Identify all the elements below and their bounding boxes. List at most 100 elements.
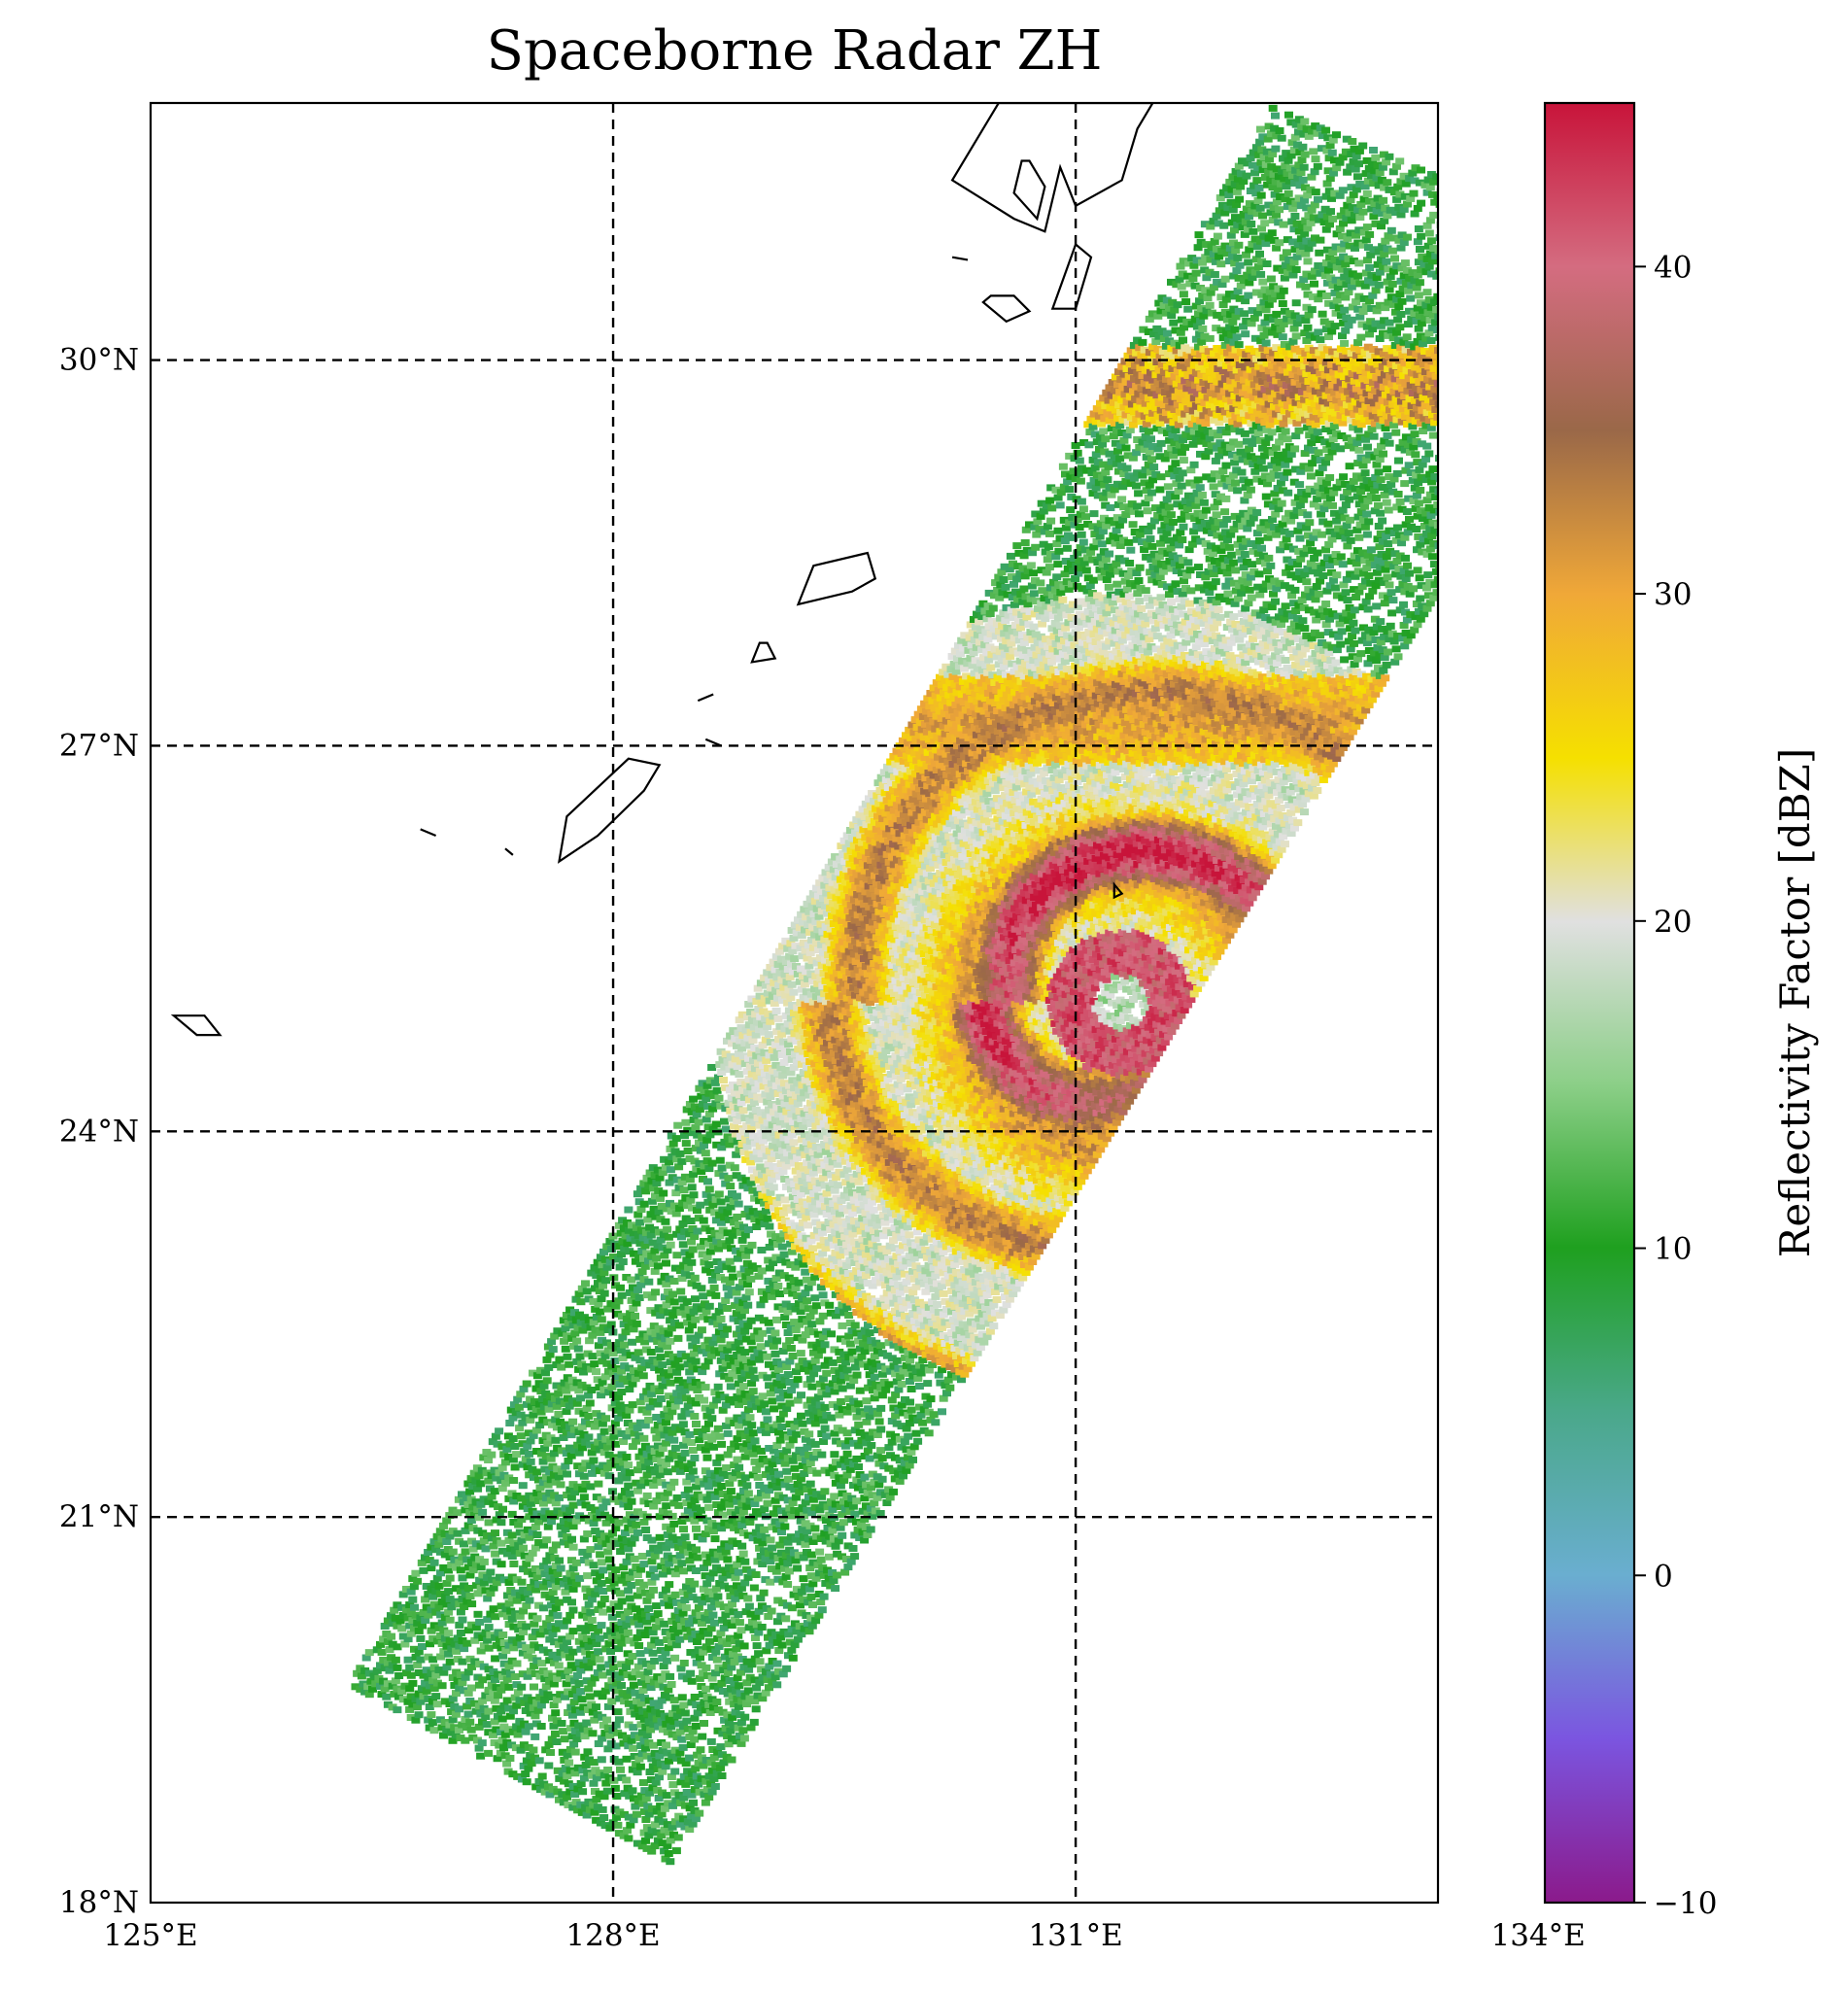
radar-pixel bbox=[478, 1529, 488, 1537]
radar-pixel bbox=[517, 1516, 527, 1524]
radar-pixel bbox=[562, 1428, 571, 1436]
radar-pixel bbox=[846, 1244, 856, 1251]
radar-pixel bbox=[839, 1288, 848, 1295]
radar-pixel bbox=[843, 1186, 852, 1194]
radar-pixel bbox=[542, 1377, 552, 1385]
radar-pixel bbox=[905, 1252, 914, 1259]
radar-pixel bbox=[640, 1787, 650, 1795]
radar-pixel bbox=[520, 1594, 530, 1601]
radar-pixel bbox=[778, 1306, 788, 1313]
radar-pixel bbox=[697, 1775, 706, 1783]
radar-pixel bbox=[424, 1611, 433, 1619]
radar-pixel bbox=[690, 1496, 700, 1504]
radar-pixel bbox=[629, 1816, 638, 1824]
radar-pixel bbox=[852, 1329, 862, 1337]
radar-pixel bbox=[523, 1463, 532, 1471]
radar-pixel bbox=[537, 1660, 547, 1667]
radar-pixel bbox=[623, 1629, 633, 1636]
radar-pixel bbox=[1000, 1272, 1010, 1280]
radar-pixel bbox=[832, 1216, 841, 1222]
radar-pixel bbox=[776, 1549, 786, 1557]
radar-pixel bbox=[599, 1449, 609, 1457]
radar-pixel bbox=[741, 1293, 751, 1301]
radar-pixel bbox=[602, 1631, 612, 1639]
radar-pixel bbox=[802, 1255, 811, 1263]
radar-pixel bbox=[745, 1695, 755, 1702]
radar-pixel bbox=[734, 1338, 743, 1346]
radar-pixel bbox=[615, 1263, 625, 1271]
radar-pixel bbox=[731, 1616, 740, 1624]
radar-pixel bbox=[675, 1635, 685, 1643]
radar-pixel bbox=[594, 1280, 602, 1288]
radar-pixel bbox=[731, 1595, 740, 1602]
radar-pixel bbox=[605, 1732, 615, 1739]
radar-pixel bbox=[598, 1805, 607, 1813]
radar-pixel bbox=[725, 1237, 735, 1245]
radar-pixel bbox=[591, 1590, 600, 1597]
radar-pixel bbox=[487, 1681, 496, 1689]
radar-pixel bbox=[647, 1558, 657, 1565]
radar-pixel bbox=[816, 1200, 825, 1208]
radar-pixel bbox=[903, 1244, 912, 1252]
radar-pixel bbox=[494, 1503, 503, 1511]
radar-pixel bbox=[615, 1631, 625, 1639]
radar-pixel bbox=[397, 1625, 407, 1632]
radar-pixel bbox=[642, 1250, 652, 1257]
radar-pixel bbox=[484, 1729, 494, 1736]
radar-pixel bbox=[527, 1760, 536, 1768]
radar-pixel bbox=[765, 1424, 774, 1431]
radar-pixel bbox=[625, 1573, 634, 1581]
radar-pixel bbox=[791, 1167, 801, 1175]
radar-pixel bbox=[594, 1438, 603, 1446]
radar-pixel bbox=[834, 1223, 843, 1230]
radar-pixel bbox=[770, 1329, 780, 1337]
radar-pixel bbox=[650, 1448, 660, 1455]
radar-pixel bbox=[724, 1668, 733, 1676]
radar-pixel bbox=[705, 1407, 715, 1415]
radar-pixel bbox=[913, 1270, 923, 1278]
radar-pixel bbox=[541, 1746, 551, 1754]
radar-pixel bbox=[821, 1537, 831, 1545]
radar-pixel bbox=[645, 1676, 655, 1683]
radar-pixel bbox=[835, 1474, 844, 1482]
radar-pixel bbox=[908, 1414, 918, 1422]
radar-pixel bbox=[818, 1291, 828, 1299]
radar-pixel bbox=[689, 1799, 698, 1806]
radar-pixel bbox=[982, 1270, 992, 1278]
radar-pixel bbox=[751, 1634, 760, 1641]
radar-pixel bbox=[737, 1656, 747, 1663]
radar-pixel bbox=[698, 1691, 707, 1699]
radar-pixel bbox=[772, 1123, 782, 1131]
radar-pixel bbox=[931, 1314, 941, 1322]
radar-pixel bbox=[1002, 1259, 1011, 1266]
radar-pixel bbox=[658, 1465, 667, 1473]
radar-pixel bbox=[424, 1695, 433, 1702]
radar-pixel bbox=[785, 1219, 795, 1227]
radar-pixel bbox=[958, 1321, 968, 1328]
radar-pixel bbox=[353, 1669, 362, 1677]
radar-pixel bbox=[914, 1278, 924, 1286]
radar-pixel bbox=[657, 1541, 667, 1549]
radar-pixel bbox=[717, 1164, 727, 1172]
radar-pixel bbox=[752, 1684, 761, 1692]
radar-pixel bbox=[831, 1312, 840, 1320]
radar-pixel bbox=[736, 1133, 745, 1140]
radar-pixel bbox=[442, 1538, 452, 1545]
radar-pixel bbox=[748, 1388, 758, 1395]
radar-pixel bbox=[738, 1592, 748, 1599]
radar-pixel bbox=[952, 1289, 961, 1297]
radar-pixel bbox=[635, 1357, 645, 1364]
radar-pixel bbox=[871, 1172, 879, 1180]
radar-pixel bbox=[554, 1662, 564, 1669]
radar-pixel bbox=[728, 1693, 737, 1700]
radar-pixel bbox=[534, 1518, 544, 1526]
radar-pixel bbox=[897, 1338, 907, 1346]
radar-pixel bbox=[763, 1374, 772, 1382]
radar-pixel bbox=[718, 1553, 728, 1561]
radar-pixel bbox=[952, 1373, 961, 1381]
radar-pixel bbox=[560, 1400, 569, 1408]
radar-pixel bbox=[982, 1291, 992, 1298]
radar-pixel bbox=[722, 1753, 732, 1761]
radar-pixel bbox=[796, 1517, 805, 1525]
radar-pixel bbox=[661, 1855, 670, 1863]
